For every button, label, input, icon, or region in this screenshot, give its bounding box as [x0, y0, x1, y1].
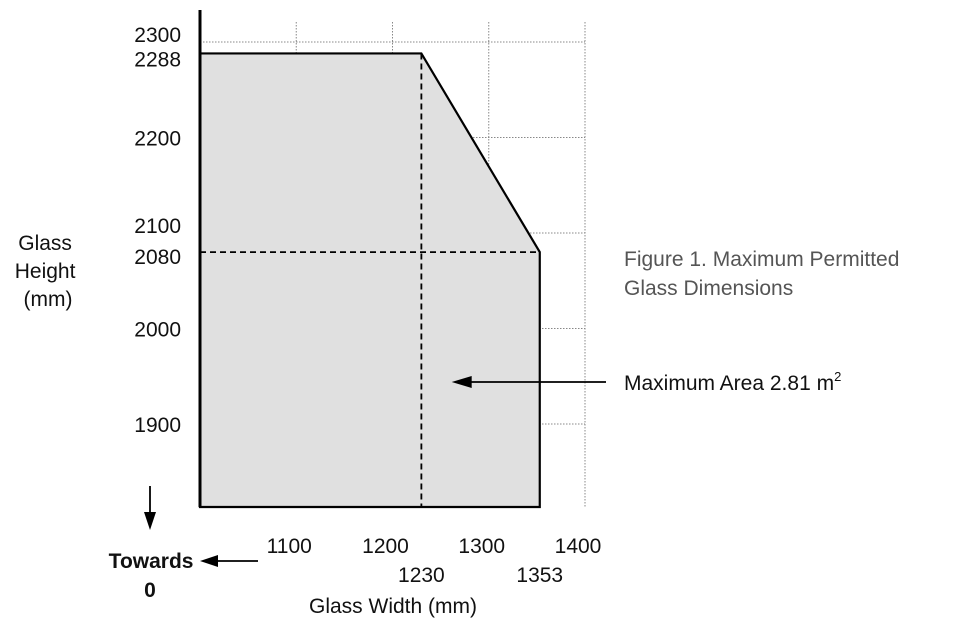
x-tick-label: 1400: [555, 535, 602, 558]
x-tick-label: 1200: [362, 535, 409, 558]
towards-zero-line: Towards: [109, 550, 194, 573]
area-annotation: Maximum Area 2.81 m2: [624, 369, 841, 395]
y-tick-label: 1900: [134, 414, 181, 437]
y-tick-label: 2080: [134, 246, 181, 269]
y-tick-label: 2100: [134, 215, 181, 238]
figure-caption: Figure 1. Maximum Permitted Glass Dimens…: [624, 248, 905, 300]
y-axis-title-line: (mm): [24, 288, 73, 311]
y-tick-label: 2300: [134, 24, 181, 47]
figure-caption-line: Glass Dimensions: [624, 277, 793, 300]
figure-caption-line: Figure 1. Maximum Permitted: [624, 248, 899, 271]
left-arrow-head: [200, 555, 218, 567]
y-axis-title: Glass Height (mm): [15, 232, 82, 311]
area-arrow-head: [451, 376, 472, 388]
y-tick-label: 2000: [134, 319, 181, 342]
towards-zero-line: 0: [144, 579, 156, 602]
x-extra-tick-label: 1353: [516, 564, 563, 587]
x-tick-labels: 1100 1200 1300 1400 1230 1353: [267, 535, 602, 587]
towards-zero-label: Towards 0: [109, 550, 200, 602]
x-tick-label: 1100: [267, 535, 312, 558]
y-axis-title-line: Height: [15, 260, 76, 283]
area-annotation-sup: 2: [834, 369, 841, 384]
x-extra-tick-label: 1230: [398, 564, 445, 587]
x-axis-title: Glass Width (mm): [309, 595, 477, 618]
y-axis-title-line: Glass: [18, 232, 72, 255]
y-tick-label: 2288: [134, 48, 181, 71]
x-tick-label: 1300: [458, 535, 505, 558]
y-tick-label: 2200: [134, 128, 181, 151]
area-annotation-text: Maximum Area 2.81 m: [624, 372, 834, 395]
down-arrow-head: [144, 512, 156, 530]
reference-lines: [200, 53, 540, 507]
